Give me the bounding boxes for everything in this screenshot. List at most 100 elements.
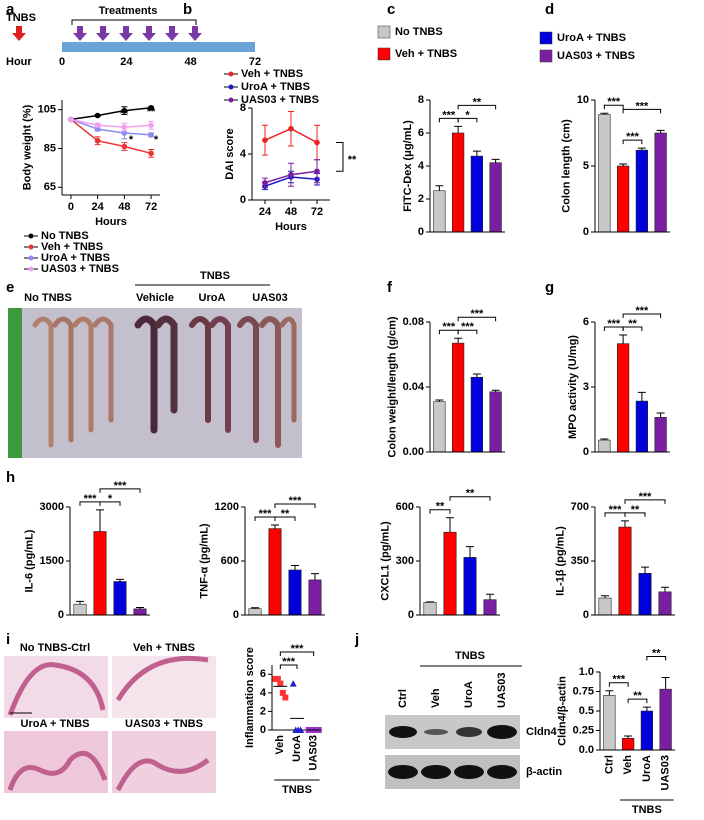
error-bar (624, 735, 633, 739)
y-axis-label: TNF-α (pg/mL) (198, 523, 210, 599)
legend-label: No TNBS (41, 230, 89, 242)
significance-label: ** (281, 508, 290, 520)
error-bar (491, 389, 500, 392)
bar (658, 591, 672, 616)
timeline: TNBS Treatments Hour (6, 5, 255, 68)
y-tick-label: 0 (583, 609, 589, 621)
error-bar (656, 412, 665, 418)
blot-lane-label: Ctrl (397, 689, 409, 708)
x-axis-label: Hours (275, 221, 307, 233)
significance-label: ** (652, 647, 661, 659)
panel-letter: e (6, 279, 14, 296)
bar (288, 569, 302, 616)
annotation: ** (348, 154, 357, 166)
photo-label: UroA (199, 292, 226, 304)
significance-bracket (603, 104, 624, 110)
y-tick-label: 1200 (215, 501, 239, 513)
bar (93, 531, 107, 616)
y-tick-label: 0 (58, 609, 64, 621)
panel-letter: b (183, 1, 192, 18)
panel-letter: h (6, 469, 15, 486)
point (94, 137, 101, 144)
error-bar (661, 676, 670, 690)
legend-label: Veh + TNBS (395, 48, 457, 60)
error-bar (311, 573, 319, 580)
photo-group-label: TNBS (200, 270, 230, 282)
legend-label: No TNBS (395, 26, 443, 38)
legend-label: UAS03 + TNBS (41, 263, 119, 275)
series-line (70, 107, 152, 121)
error-bar (136, 606, 144, 609)
y-tick-label: 6 (418, 127, 424, 139)
x-tick-label: Ctrl (603, 755, 615, 774)
error-bar (601, 595, 609, 599)
y-tick-label: 85 (44, 142, 56, 154)
legend-swatch (539, 31, 553, 45)
error-bar (472, 373, 481, 378)
point (262, 137, 268, 143)
y-tick-label: 0 (583, 446, 589, 458)
bar (268, 528, 282, 616)
bar (598, 439, 611, 453)
bar (489, 162, 502, 233)
significance-label: *** (114, 480, 128, 492)
significance-label: *** (639, 491, 653, 503)
histology-image (4, 731, 108, 793)
series-line (70, 118, 152, 128)
bar (113, 581, 127, 616)
point (262, 179, 268, 186)
histology-label: No TNBS-Ctrl (20, 642, 90, 654)
y-tick-label: 8 (240, 102, 246, 114)
y-tick-label: 65 (44, 181, 56, 193)
y-axis-label: DAI score (224, 128, 236, 179)
panel-letter: d (545, 1, 554, 18)
significance-label: *** (607, 96, 621, 108)
legend-label: Veh + TNBS (241, 68, 303, 80)
x-tick-label: UAS03 (660, 755, 672, 790)
y-axis-label: Body weight (%) (22, 104, 34, 190)
significance-label: *** (291, 643, 305, 655)
significance-label: *** (259, 508, 273, 520)
panel-letters: a b c d e f g h i j (6, 1, 554, 648)
bar (452, 342, 465, 453)
significance-bracket (622, 108, 662, 114)
significance-label: *** (289, 495, 303, 507)
panel-letter: a (6, 1, 15, 18)
histology-image (112, 731, 216, 793)
significance-bracket (99, 501, 121, 506)
legend-label: UroA + TNBS (557, 32, 626, 44)
x-tick-label: UAS03 (308, 735, 320, 770)
significance-label: *** (635, 100, 649, 112)
timeline-tick: 0 (59, 56, 65, 68)
point (314, 139, 320, 146)
bar (433, 190, 446, 233)
y-tick-label: 0 (260, 724, 266, 736)
error-bar (435, 399, 444, 402)
significance-label: *** (626, 131, 640, 143)
y-tick-label: 2 (260, 705, 266, 717)
significance-bracket (627, 698, 648, 704)
bar (308, 579, 322, 616)
y-tick-label: 1500 (40, 555, 64, 567)
point (94, 122, 101, 129)
point (94, 126, 101, 132)
significance-bracket (457, 329, 478, 335)
error-bar (271, 524, 279, 529)
significance-label: ** (473, 96, 482, 108)
y-tick-label: 0.25 (573, 724, 594, 736)
error-bar (486, 593, 494, 600)
annotation-bracket (336, 142, 344, 172)
bar (433, 401, 446, 453)
error-bar (116, 578, 124, 582)
x-tick-label: 72 (145, 201, 157, 213)
legend-label: UAS03 + TNBS (557, 50, 635, 62)
y-tick-label: 0 (233, 609, 239, 621)
significance-bracket (457, 316, 497, 322)
significance-bracket (274, 503, 316, 508)
point (288, 125, 294, 132)
histology: No TNBS-Ctrl Veh + TNBS UroA + TNBS UAS0… (4, 642, 216, 793)
y-axis-label: FITC-Dex (μg/mL) (402, 120, 414, 212)
y-axis-label: Cldn4/β-actin (556, 676, 568, 746)
bar (640, 710, 653, 751)
bar (470, 155, 483, 233)
